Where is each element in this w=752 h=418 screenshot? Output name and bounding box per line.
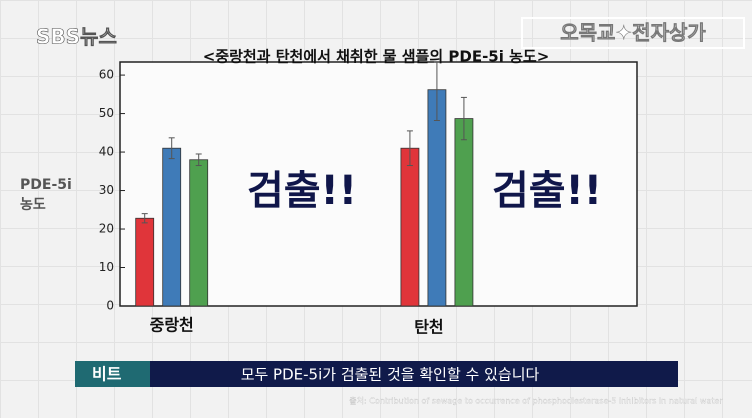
speaker-box bbox=[75, 361, 150, 387]
y-tick-label: 40 bbox=[99, 145, 114, 159]
y-tick-label: 60 bbox=[99, 68, 114, 82]
y-tick-label: 10 bbox=[99, 260, 114, 274]
bar bbox=[189, 159, 209, 307]
caption-text: 모두 PDE-5i가 검출된 것을 확인할 수 있습니다 bbox=[241, 366, 540, 384]
chart-title: <중랑천과 탄천에서 채취한 물 샘플의 PDE-5i 농도> bbox=[203, 48, 550, 66]
error-bar bbox=[433, 61, 440, 121]
program-title: 오목교✦전자상가 bbox=[560, 21, 706, 45]
y-tick-label: 0 bbox=[106, 299, 114, 313]
bar bbox=[162, 147, 182, 307]
logo: SBS뉴스 bbox=[36, 25, 117, 49]
bar bbox=[135, 217, 155, 307]
speaker: 비트 bbox=[92, 365, 122, 384]
error-bar bbox=[141, 213, 148, 224]
program-box bbox=[521, 17, 745, 49]
error-bar bbox=[195, 153, 202, 167]
y-axis-label: PDE-5i 농도 bbox=[20, 177, 72, 213]
y-tick-label: 50 bbox=[99, 106, 114, 120]
annotation: 검출!! bbox=[247, 168, 357, 214]
error-bar bbox=[168, 137, 175, 160]
error-bar bbox=[460, 96, 467, 141]
y-tick-label: 30 bbox=[99, 183, 114, 197]
x-tick-label: 중랑천 bbox=[150, 316, 194, 335]
bar bbox=[427, 89, 447, 307]
bar bbox=[400, 147, 420, 307]
error-bar bbox=[406, 130, 413, 167]
source: 출처: Contribution of sewage to occurrence… bbox=[349, 396, 723, 406]
caption-bar bbox=[75, 361, 678, 387]
bar bbox=[454, 118, 474, 307]
annotation: 검출!! bbox=[492, 168, 602, 214]
x-tick-label: 탄천 bbox=[414, 318, 443, 337]
y-tick-label: 20 bbox=[99, 222, 114, 236]
